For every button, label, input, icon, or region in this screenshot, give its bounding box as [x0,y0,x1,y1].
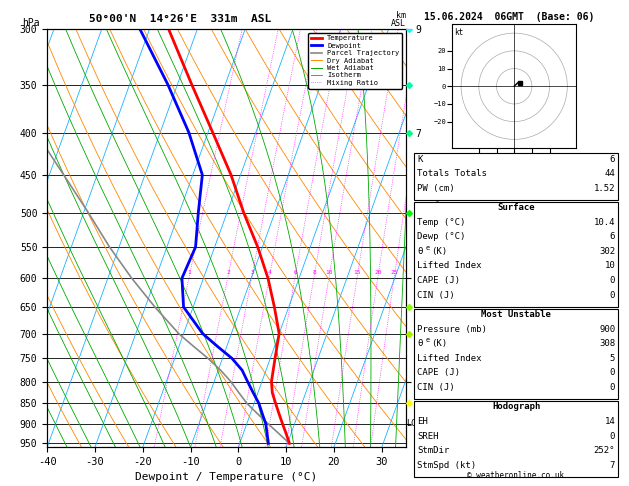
Text: 15: 15 [353,270,361,275]
Text: e: e [425,245,430,251]
Text: 14: 14 [604,417,615,426]
Text: Surface: Surface [498,203,535,212]
Text: Most Unstable: Most Unstable [481,310,551,319]
Text: 3: 3 [250,270,254,275]
Text: CIN (J): CIN (J) [417,383,455,392]
Text: 25: 25 [391,270,398,275]
Text: PW (cm): PW (cm) [417,184,455,193]
Text: km
ASL: km ASL [391,11,406,28]
Text: 6: 6 [294,270,298,275]
Text: Dewp (°C): Dewp (°C) [417,232,465,242]
Text: © weatheronline.co.uk: © weatheronline.co.uk [467,471,564,480]
Text: StmDir: StmDir [417,446,449,455]
Text: 1: 1 [187,270,191,275]
Text: kt: kt [454,28,464,37]
Text: 6: 6 [610,232,615,242]
Text: Lifted Index: Lifted Index [417,354,482,363]
X-axis label: Dewpoint / Temperature (°C): Dewpoint / Temperature (°C) [135,472,318,483]
Text: (K): (K) [431,339,448,348]
Text: K: K [417,155,423,164]
Text: 50°00'N  14°26'E  331m  ASL: 50°00'N 14°26'E 331m ASL [89,14,271,24]
Text: Totals Totals: Totals Totals [417,169,487,178]
Text: θ: θ [417,339,423,348]
Text: 0: 0 [610,383,615,392]
Text: EH: EH [417,417,428,426]
Text: LCL: LCL [406,419,421,429]
Text: 302: 302 [599,247,615,256]
Text: 6: 6 [610,155,615,164]
Legend: Temperature, Dewpoint, Parcel Trajectory, Dry Adiabat, Wet Adiabat, Isotherm, Mi: Temperature, Dewpoint, Parcel Trajectory… [308,33,402,88]
Text: hPa: hPa [22,18,40,28]
Text: 0: 0 [610,432,615,441]
Text: 308: 308 [599,339,615,348]
Text: θ: θ [417,247,423,256]
Text: 10: 10 [326,270,333,275]
Text: CAPE (J): CAPE (J) [417,276,460,285]
Text: 44: 44 [604,169,615,178]
Text: 10: 10 [604,261,615,271]
Text: 0: 0 [610,368,615,378]
Text: Temp (°C): Temp (°C) [417,218,465,227]
Text: StmSpd (kt): StmSpd (kt) [417,461,476,470]
Text: 1.52: 1.52 [594,184,615,193]
Text: 4: 4 [268,270,272,275]
Text: 8: 8 [313,270,316,275]
Text: 20: 20 [374,270,382,275]
Text: e: e [425,337,430,343]
Text: 900: 900 [599,325,615,334]
Text: 2: 2 [226,270,230,275]
Text: 15.06.2024  06GMT  (Base: 06): 15.06.2024 06GMT (Base: 06) [425,12,594,22]
Text: Hodograph: Hodograph [492,402,540,412]
Text: 5: 5 [610,354,615,363]
Text: 10.4: 10.4 [594,218,615,227]
Text: SREH: SREH [417,432,438,441]
Text: 0: 0 [610,291,615,300]
Text: Pressure (mb): Pressure (mb) [417,325,487,334]
Text: CAPE (J): CAPE (J) [417,368,460,378]
Text: Lifted Index: Lifted Index [417,261,482,271]
Text: (K): (K) [431,247,448,256]
Text: CIN (J): CIN (J) [417,291,455,300]
Text: Mixing Ratio (g/kg): Mixing Ratio (g/kg) [435,191,443,286]
Text: 7: 7 [610,461,615,470]
Text: 0: 0 [610,276,615,285]
Text: 252°: 252° [594,446,615,455]
